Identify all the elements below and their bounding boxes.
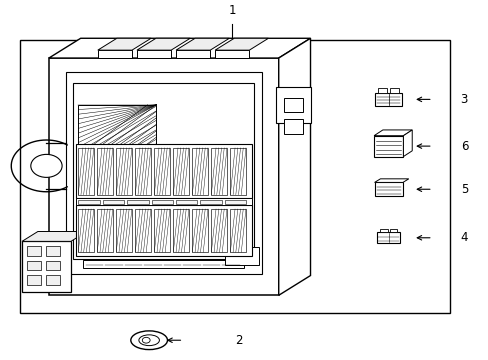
Bar: [78, 105, 156, 195]
Bar: [173, 209, 188, 252]
Text: 2: 2: [234, 334, 242, 347]
Bar: [27, 261, 41, 270]
Polygon shape: [49, 38, 310, 58]
Bar: [224, 200, 246, 204]
Bar: [66, 72, 261, 274]
Bar: [78, 200, 100, 204]
Polygon shape: [215, 38, 268, 50]
Bar: [154, 148, 169, 195]
Polygon shape: [137, 50, 171, 58]
Bar: [116, 209, 132, 252]
Bar: [116, 148, 132, 195]
Bar: [283, 98, 303, 112]
Bar: [380, 229, 386, 233]
Bar: [151, 200, 173, 204]
Bar: [283, 119, 303, 134]
Bar: [20, 40, 449, 313]
Bar: [46, 261, 60, 270]
Bar: [376, 233, 400, 243]
Bar: [73, 83, 254, 259]
Bar: [276, 87, 310, 123]
Bar: [97, 148, 113, 195]
Polygon shape: [403, 130, 411, 157]
Polygon shape: [278, 38, 310, 295]
Bar: [27, 275, 41, 284]
Polygon shape: [98, 38, 151, 50]
Bar: [27, 246, 41, 256]
Bar: [211, 209, 226, 252]
Text: 1: 1: [228, 4, 236, 17]
Text: 6: 6: [460, 140, 467, 153]
Bar: [76, 198, 251, 206]
Bar: [211, 148, 226, 195]
Bar: [46, 246, 60, 256]
Bar: [378, 88, 386, 93]
Bar: [389, 88, 398, 93]
Bar: [76, 206, 251, 256]
Bar: [200, 200, 222, 204]
Polygon shape: [374, 179, 408, 183]
Bar: [389, 229, 397, 233]
Bar: [230, 148, 245, 195]
Bar: [49, 58, 278, 295]
Bar: [76, 144, 251, 198]
Bar: [78, 209, 94, 252]
Bar: [22, 241, 71, 292]
Polygon shape: [137, 38, 190, 50]
Bar: [224, 247, 259, 265]
Bar: [46, 275, 60, 284]
Polygon shape: [215, 50, 249, 58]
Circle shape: [31, 154, 62, 177]
Bar: [192, 148, 207, 195]
Bar: [102, 200, 124, 204]
Bar: [154, 209, 169, 252]
Bar: [97, 209, 113, 252]
Polygon shape: [176, 38, 229, 50]
Text: 5: 5: [460, 183, 467, 196]
Text: 3: 3: [460, 93, 467, 106]
Bar: [192, 209, 207, 252]
Bar: [230, 209, 245, 252]
Bar: [173, 148, 188, 195]
Bar: [375, 93, 402, 106]
Polygon shape: [373, 130, 411, 136]
Bar: [135, 209, 151, 252]
Polygon shape: [176, 50, 210, 58]
Polygon shape: [22, 231, 87, 241]
Bar: [127, 200, 148, 204]
Text: 4: 4: [460, 231, 467, 244]
Bar: [78, 148, 94, 195]
Bar: [176, 200, 197, 204]
Circle shape: [142, 337, 150, 343]
Polygon shape: [98, 50, 132, 58]
Bar: [374, 183, 402, 196]
Bar: [135, 148, 151, 195]
Ellipse shape: [130, 331, 167, 350]
Bar: [83, 260, 244, 268]
Bar: [373, 136, 403, 157]
Ellipse shape: [139, 335, 159, 346]
